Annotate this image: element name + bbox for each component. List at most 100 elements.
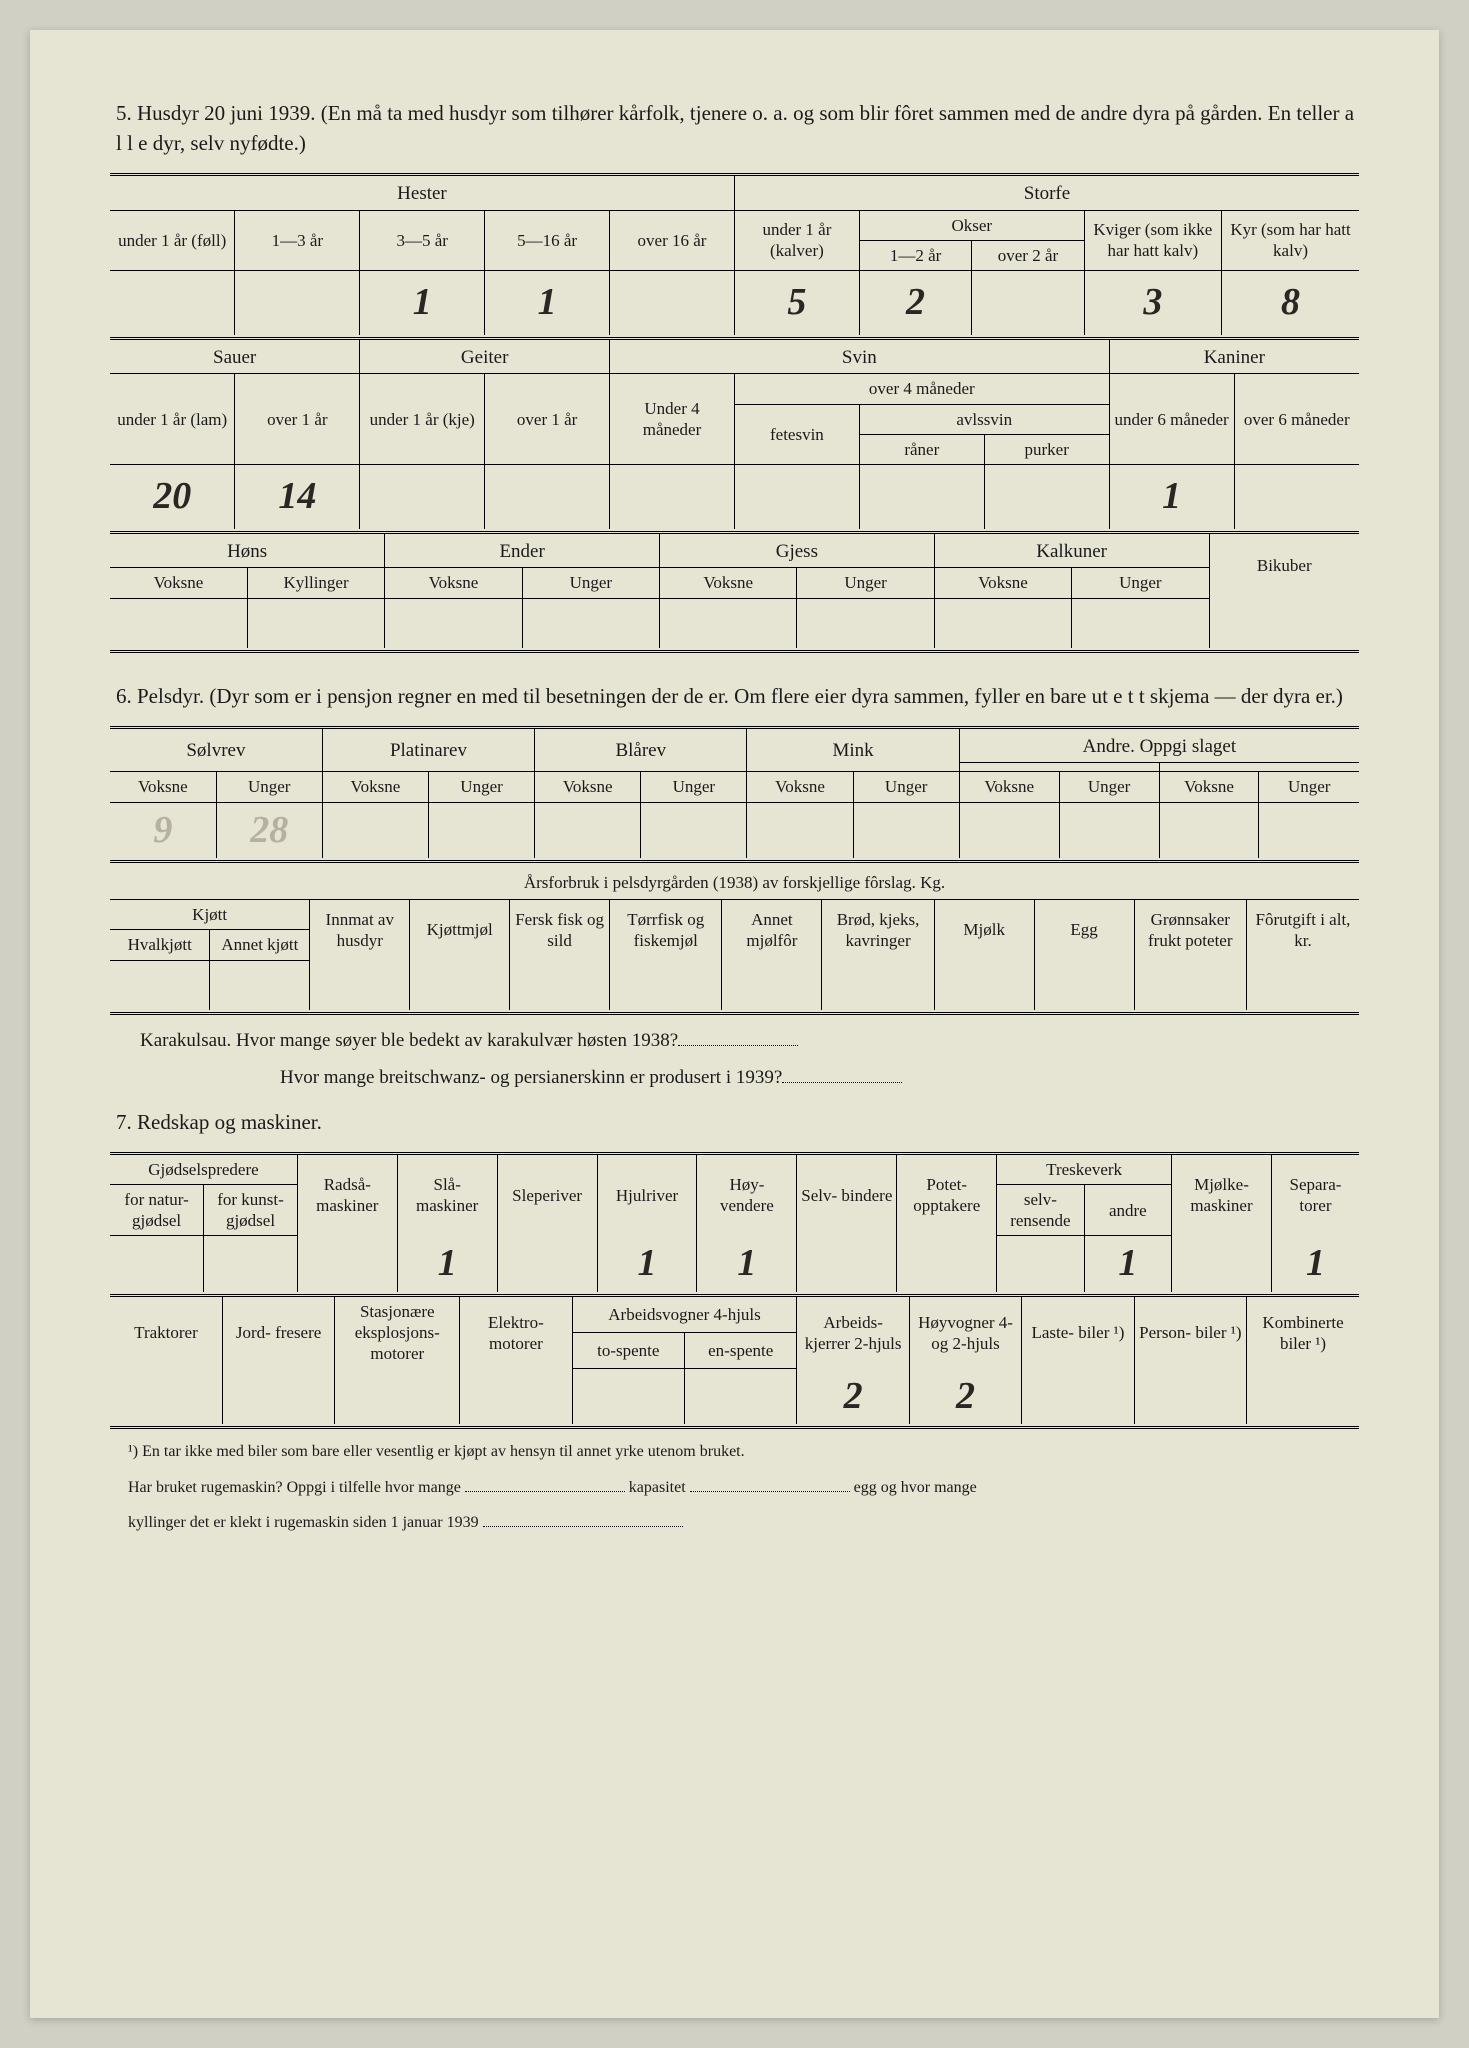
val-selvrensende[interactable] bbox=[997, 1236, 1084, 1292]
val-brod[interactable] bbox=[822, 960, 934, 1010]
val-mink-unger[interactable] bbox=[853, 802, 959, 858]
col-okser: Okser bbox=[859, 210, 1084, 240]
val-okser-over2[interactable] bbox=[972, 271, 1084, 335]
col-arbeidskjerrer: Arbeids- kjerrer 2-hjuls bbox=[797, 1297, 909, 1369]
val-lastebiler[interactable] bbox=[1022, 1369, 1134, 1425]
val-solv-voksne[interactable]: 9 bbox=[110, 802, 216, 858]
val-a1-unger[interactable] bbox=[1059, 802, 1159, 858]
val-personbiler[interactable] bbox=[1134, 1369, 1246, 1425]
footnote-2b-blank[interactable] bbox=[690, 1477, 850, 1491]
val-under1-foll[interactable] bbox=[110, 271, 235, 335]
val-hoyvogner[interactable]: 2 bbox=[909, 1369, 1021, 1425]
val-mjolke[interactable] bbox=[1172, 1236, 1272, 1292]
val-kyr[interactable]: 8 bbox=[1222, 271, 1359, 335]
val-solv-unger[interactable]: 28 bbox=[216, 802, 322, 858]
val-raner[interactable] bbox=[859, 465, 984, 529]
col-sau-o1: over 1 år bbox=[235, 374, 360, 464]
val-annetmjolfor[interactable] bbox=[722, 960, 822, 1010]
val-purker[interactable] bbox=[984, 465, 1109, 529]
val-egg[interactable] bbox=[1034, 960, 1134, 1010]
val-geit-u1[interactable] bbox=[360, 465, 485, 529]
val-3-5[interactable]: 1 bbox=[360, 271, 485, 335]
kalkuner-group: Kalkuner bbox=[934, 534, 1209, 568]
val-selvbindere[interactable] bbox=[797, 1236, 897, 1292]
col-kalk-voksne: Voksne bbox=[934, 568, 1071, 598]
val-en-spente[interactable] bbox=[685, 1369, 797, 1425]
col-ferskfisk: Fersk fisk og sild bbox=[510, 900, 610, 960]
val-potet[interactable] bbox=[897, 1236, 997, 1292]
val-torrfisk[interactable] bbox=[610, 960, 722, 1010]
val-1-3[interactable] bbox=[235, 271, 360, 335]
val-ender-voksne[interactable] bbox=[385, 598, 522, 648]
val-geit-o1[interactable] bbox=[485, 465, 610, 529]
col-a2-voksne: Voksne bbox=[1159, 772, 1259, 802]
footnote-2a-blank[interactable] bbox=[465, 1477, 625, 1491]
karakul-q2-blank[interactable] bbox=[782, 1066, 902, 1083]
val-a2-voksne[interactable] bbox=[1159, 802, 1259, 858]
val-plat-voksne[interactable] bbox=[322, 802, 428, 858]
val-kjottmjol[interactable] bbox=[410, 960, 510, 1010]
col-separatorer: Separa- torer bbox=[1271, 1155, 1359, 1236]
andre-blank2[interactable] bbox=[1159, 763, 1359, 772]
val-jordfresere[interactable] bbox=[222, 1369, 334, 1425]
val-kalk-unger[interactable] bbox=[1072, 598, 1209, 648]
footnote-3a-blank[interactable] bbox=[483, 1513, 683, 1527]
val-innmat[interactable] bbox=[310, 960, 410, 1010]
val-hvalkjott[interactable] bbox=[110, 960, 210, 1010]
andre-blank1[interactable] bbox=[959, 763, 1159, 772]
val-okser-1-2[interactable]: 2 bbox=[859, 271, 971, 335]
val-mjolk[interactable] bbox=[934, 960, 1034, 1010]
col-kalver: under 1 år (kalver) bbox=[734, 210, 859, 270]
val-sleperiver[interactable] bbox=[497, 1236, 597, 1292]
val-hons-voksne[interactable] bbox=[110, 598, 247, 648]
val-elektro[interactable] bbox=[460, 1369, 572, 1425]
val-hoyvendere[interactable]: 1 bbox=[697, 1236, 797, 1292]
val-bla-unger[interactable] bbox=[641, 802, 747, 858]
val-ferskfisk[interactable] bbox=[510, 960, 610, 1010]
val-traktorer[interactable] bbox=[110, 1369, 222, 1425]
val-ender-unger[interactable] bbox=[522, 598, 659, 648]
val-annetkjott[interactable] bbox=[210, 960, 310, 1010]
val-natur[interactable] bbox=[110, 1236, 204, 1292]
val-kan-o6[interactable] bbox=[1234, 465, 1359, 529]
col-traktorer: Traktorer bbox=[110, 1297, 222, 1369]
karakul-q1-blank[interactable] bbox=[678, 1029, 798, 1046]
val-a1-voksne[interactable] bbox=[959, 802, 1059, 858]
val-plat-unger[interactable] bbox=[428, 802, 534, 858]
val-hons-kyllinger[interactable] bbox=[247, 598, 384, 648]
val-kan-u6[interactable]: 1 bbox=[1109, 465, 1234, 529]
val-hjulriver[interactable]: 1 bbox=[597, 1236, 697, 1292]
val-sla[interactable]: 1 bbox=[397, 1236, 497, 1292]
val-andre[interactable]: 1 bbox=[1084, 1236, 1171, 1292]
val-radsa[interactable] bbox=[297, 1236, 397, 1292]
val-forutgift[interactable] bbox=[1246, 960, 1359, 1010]
val-mink-voksne[interactable] bbox=[747, 802, 853, 858]
val-kombinerte[interactable] bbox=[1247, 1369, 1359, 1425]
val-kunst[interactable] bbox=[204, 1236, 298, 1292]
val-svin-u4[interactable] bbox=[610, 465, 735, 529]
col-mink-unger: Unger bbox=[853, 772, 959, 802]
val-bikuber[interactable] bbox=[1209, 598, 1359, 648]
val-fetesvin[interactable] bbox=[734, 465, 859, 529]
val-bla-voksne[interactable] bbox=[535, 802, 641, 858]
val-sau-u1[interactable]: 20 bbox=[110, 465, 235, 529]
rule bbox=[110, 650, 1359, 653]
val-kviger[interactable]: 3 bbox=[1084, 271, 1221, 335]
val-arbeidskjerrer[interactable]: 2 bbox=[797, 1369, 909, 1425]
val-sau-o1[interactable]: 14 bbox=[235, 465, 360, 529]
val-kalver[interactable]: 5 bbox=[734, 271, 859, 335]
val-stasj[interactable] bbox=[335, 1369, 460, 1425]
val-a2-unger[interactable] bbox=[1259, 802, 1359, 858]
val-5-16[interactable]: 1 bbox=[485, 271, 610, 335]
val-gjess-unger[interactable] bbox=[797, 598, 934, 648]
val-separatorer[interactable]: 1 bbox=[1271, 1236, 1359, 1292]
val-to-spente[interactable] bbox=[572, 1369, 684, 1425]
col-potet: Potet- opptakere bbox=[897, 1155, 997, 1236]
val-gronnsaker[interactable] bbox=[1134, 960, 1246, 1010]
col-gjess-voksne: Voksne bbox=[660, 568, 797, 598]
col-torrfisk: Tørrfisk og fiskemjøl bbox=[610, 900, 722, 960]
val-gjess-voksne[interactable] bbox=[660, 598, 797, 648]
table-redskap-b: Traktorer Jord- fresere Stasjonære ekspl… bbox=[110, 1297, 1359, 1424]
val-kalk-voksne[interactable] bbox=[934, 598, 1071, 648]
val-over16[interactable] bbox=[610, 271, 735, 335]
